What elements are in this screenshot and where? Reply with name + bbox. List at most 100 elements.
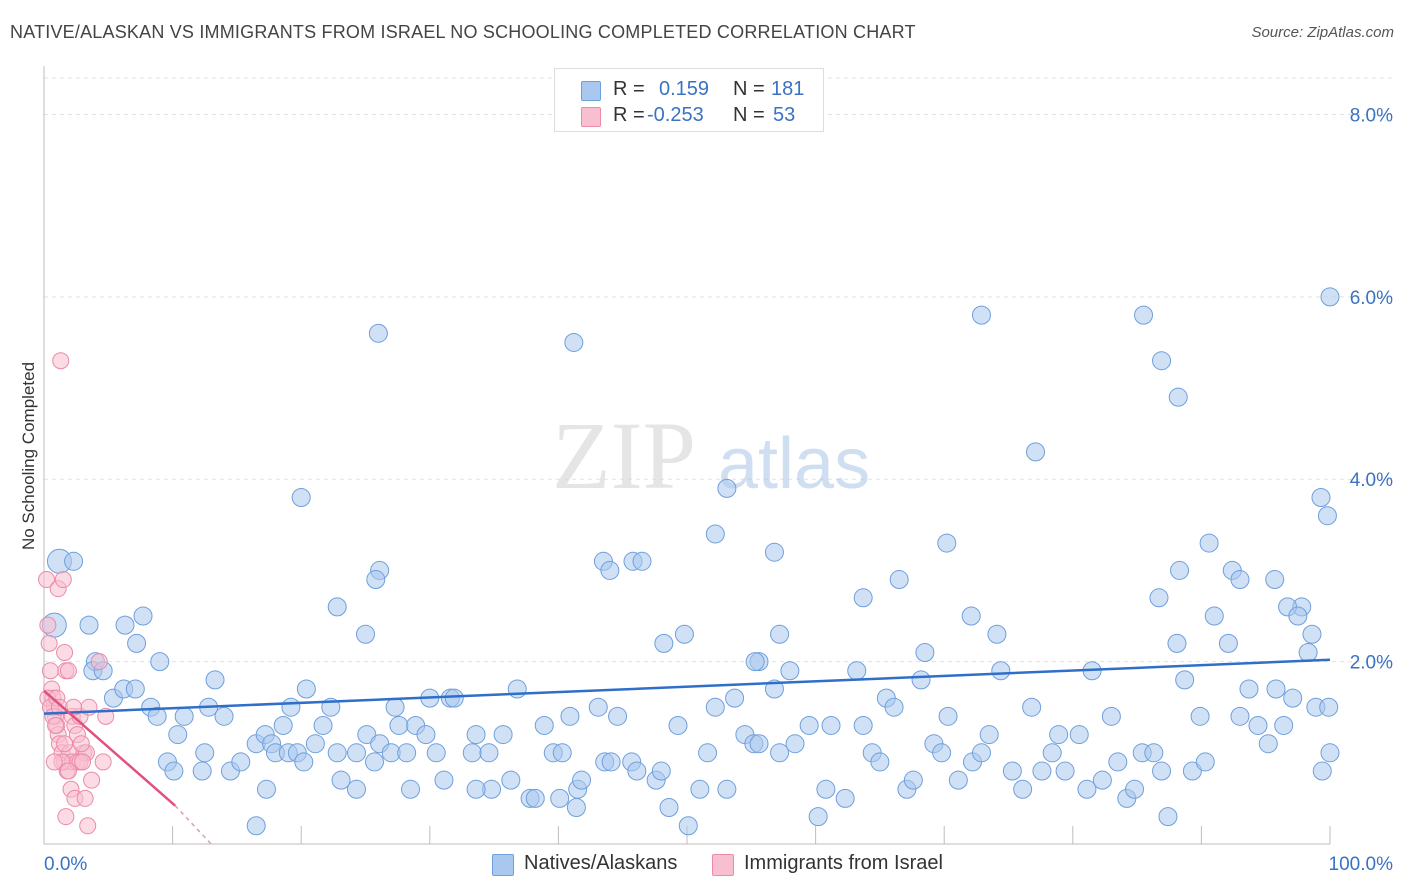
natives-point: [256, 779, 276, 799]
israel-points: [38, 352, 115, 835]
legend-r-label: R =: [613, 78, 645, 100]
natives-point: [915, 643, 935, 662]
natives-point: [654, 633, 674, 653]
natives-point: [1258, 734, 1278, 754]
natives-point: [799, 715, 819, 735]
natives-point: [717, 478, 737, 498]
natives-point: [1092, 770, 1112, 790]
natives-point: [331, 770, 351, 790]
natives-point: [1013, 779, 1033, 799]
natives-point: [534, 715, 554, 735]
natives-point: [1158, 807, 1178, 827]
legend-r-value: -0.253: [647, 104, 704, 126]
natives-point: [770, 743, 790, 763]
natives-point: [192, 761, 212, 781]
legend-r-label: R =: [613, 104, 645, 126]
natives-point: [564, 332, 584, 352]
legend-n-label: N =: [733, 104, 765, 126]
natives-point: [971, 305, 991, 325]
natives-point: [1266, 679, 1286, 699]
israel-trend-line: [43, 689, 176, 807]
natives-point: [1144, 743, 1164, 763]
natives-point: [847, 661, 867, 681]
y-tick-label: 8.0%: [1350, 105, 1393, 126]
natives-point: [1055, 761, 1075, 781]
natives-point: [971, 743, 991, 763]
natives-point: [1170, 560, 1190, 580]
israel-point: [39, 616, 57, 634]
natives-point: [1312, 761, 1332, 781]
natives-point: [552, 743, 572, 763]
chart-title: NATIVE/ALASKAN VS IMMIGRANTS FROM ISRAEL…: [10, 22, 916, 42]
natives-point: [1265, 570, 1285, 590]
israel-point: [76, 789, 94, 807]
natives-point: [1190, 706, 1210, 726]
natives-point: [1199, 533, 1219, 553]
natives-point: [426, 743, 446, 763]
natives-point: [195, 743, 215, 763]
natives-point: [296, 679, 316, 699]
natives-point: [1274, 715, 1294, 735]
natives-point: [1149, 588, 1169, 608]
natives-point: [1320, 743, 1340, 763]
natives-point: [1204, 606, 1224, 626]
legend-row-natives: R = 0.159 N = 181: [555, 75, 823, 103]
natives-point: [64, 551, 84, 571]
natives-point: [1182, 761, 1202, 781]
natives-point: [357, 725, 377, 745]
israel-point: [52, 352, 70, 370]
natives-point: [632, 551, 652, 571]
source-label: Source: ZipAtlas.com: [1251, 24, 1394, 41]
natives-point: [608, 706, 628, 726]
natives-point: [1069, 725, 1089, 745]
natives-point: [698, 743, 718, 763]
natives-point: [1042, 743, 1062, 763]
israel-point: [59, 662, 77, 680]
natives-point: [903, 770, 923, 790]
natives-point: [127, 633, 147, 653]
natives-point: [911, 670, 931, 690]
natives-point: [835, 788, 855, 808]
legend-n-value: 53: [773, 104, 796, 126]
israel-point: [40, 634, 58, 652]
natives-point: [327, 743, 347, 763]
natives-point: [164, 761, 184, 781]
natives-point: [1101, 706, 1121, 726]
israel-point: [79, 817, 97, 835]
legend-swatch-natives: [492, 854, 514, 876]
natives-point: [1152, 761, 1172, 781]
natives-point: [1049, 725, 1069, 745]
natives-point: [401, 779, 421, 799]
natives-point: [1302, 624, 1322, 644]
natives-point: [1239, 679, 1259, 699]
natives-point: [937, 533, 957, 553]
watermark-atlas: atlas: [718, 424, 870, 504]
natives-point: [870, 752, 890, 772]
natives-point: [1002, 761, 1022, 781]
x-tick-label: 100.0%: [1329, 854, 1394, 875]
natives-point: [462, 743, 482, 763]
israel-point: [74, 753, 92, 771]
natives-point: [601, 752, 621, 772]
natives-point: [588, 697, 608, 717]
natives-point: [1032, 761, 1052, 781]
trend-lines: [43, 658, 1331, 845]
natives-point: [550, 788, 570, 808]
natives-point: [168, 725, 188, 745]
natives-point: [884, 697, 904, 717]
natives-point: [79, 615, 99, 635]
natives-point: [1311, 487, 1331, 507]
y-tick-label: 4.0%: [1350, 470, 1393, 491]
israel-point: [47, 716, 65, 734]
natives-point: [889, 570, 909, 590]
natives-point: [397, 743, 417, 763]
natives-points: [41, 287, 1340, 836]
natives-point: [745, 652, 765, 672]
natives-point: [305, 734, 325, 754]
natives-point: [770, 624, 790, 644]
israel-point: [90, 653, 108, 671]
natives-point: [466, 779, 486, 799]
natives-point: [385, 697, 405, 717]
natives-point: [1026, 442, 1046, 462]
